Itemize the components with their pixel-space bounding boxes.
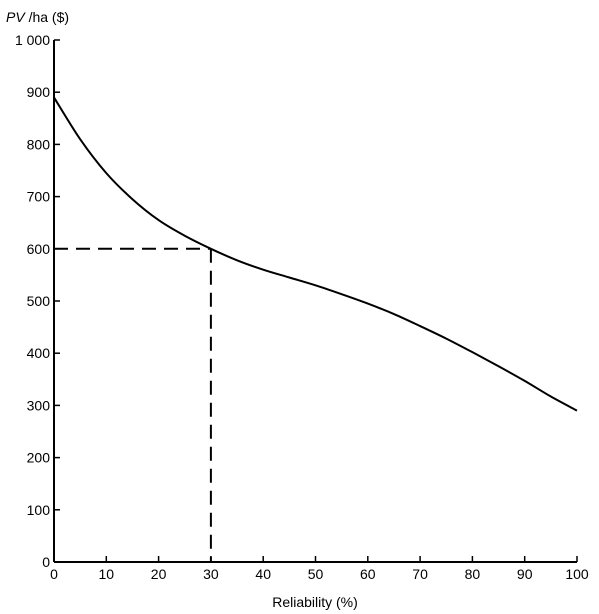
y-tick-label: 100: [27, 502, 51, 518]
y-tick-label: 1 000: [15, 32, 50, 48]
x-axis-label: Reliability (%): [272, 594, 358, 610]
x-tick-label: 20: [151, 566, 167, 582]
x-tick-label: 70: [412, 566, 428, 582]
y-tick-label: 500: [27, 293, 51, 309]
y-tick-label: 0: [42, 554, 50, 570]
x-tick-label: 40: [255, 566, 271, 582]
x-tick-label: 10: [99, 566, 115, 582]
x-tick-label: 30: [203, 566, 219, 582]
x-tick-label: 90: [517, 566, 533, 582]
series: [53, 96, 578, 412]
tick-labels: 0 100 200 300 400 500 600 700 800 900 1 000 0 10 20 30…: [15, 32, 589, 582]
x-tick-label: 100: [565, 566, 589, 582]
y-tick-label: 600: [27, 241, 51, 257]
x-tick-label: 80: [465, 566, 481, 582]
y-axis-label: PV /ha ($): [6, 9, 69, 25]
y-tick-label: 200: [27, 450, 51, 466]
y-tick-label: 400: [27, 345, 51, 361]
x-tick-label: 60: [360, 566, 376, 582]
y-axis-label-rest: /ha ($): [25, 9, 69, 25]
axes: [53, 40, 577, 563]
y-tick-label: 900: [27, 84, 51, 100]
ticks: [53, 39, 578, 563]
y-tick-label: 800: [27, 136, 51, 152]
x-tick-label: 50: [308, 566, 324, 582]
series-line: [53, 96, 578, 412]
y-tick-label: 300: [27, 397, 51, 413]
x-tick-label: 0: [50, 566, 58, 582]
y-tick-label: 700: [27, 189, 51, 205]
guides: [54, 247, 212, 562]
y-axis-label-italic: PV: [6, 9, 26, 25]
